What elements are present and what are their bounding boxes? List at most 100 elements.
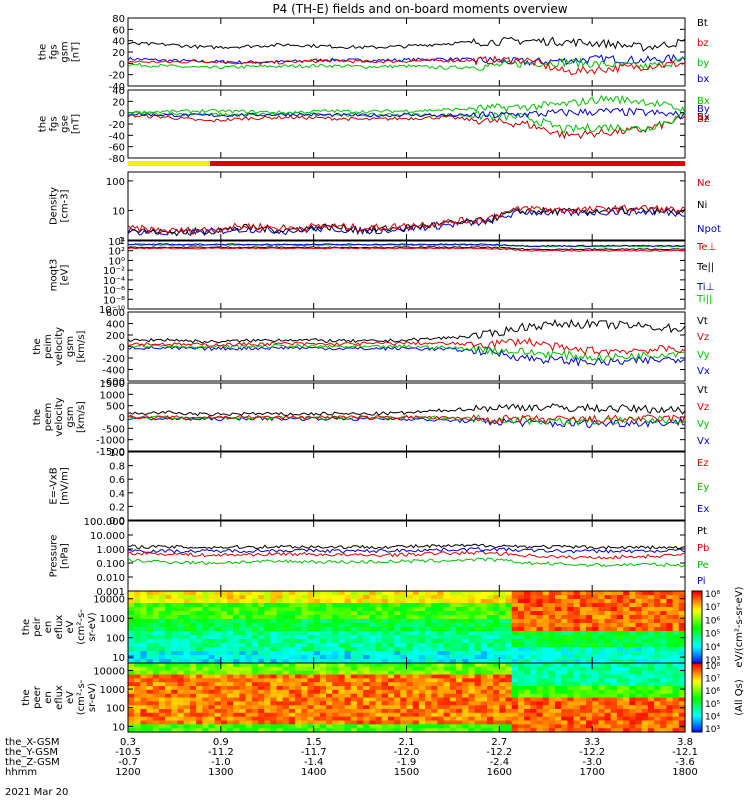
heatmap-cell [128,678,135,683]
heatmap-cell [462,647,469,652]
series-line-Pe [127,557,686,568]
heatmap-cell [344,678,352,683]
heatmap-cell [610,619,618,624]
heatmap-cell [474,666,482,672]
heatmap-cell [282,655,290,660]
heatmap-cell [406,639,414,644]
heatmap-cell [548,670,556,676]
heatmap-cell [350,674,358,679]
heatmap-cell [468,599,476,604]
heatmap-cell [406,635,414,640]
x-tick-label: 1700 [579,767,604,778]
heatmap-cell [140,697,148,702]
colorbar-step [692,709,702,712]
heatmap-cell [678,682,686,687]
y-axis-label: gsm [65,406,76,427]
heatmap-cell [530,635,538,640]
heatmap-cell [412,619,420,624]
heatmap-cell [678,643,686,648]
heatmap-cell [586,615,593,620]
heatmap-cell [202,728,210,733]
heatmap-cell [369,655,377,660]
heatmap-cell [487,639,494,644]
legend-label: Ex [697,504,709,515]
heatmap-cell [437,724,445,729]
heatmap-cell [165,599,172,604]
heatmap-cell [437,705,445,710]
heatmap-cell [233,595,240,600]
heatmap-cell [462,670,469,676]
heatmap-cell [555,693,562,699]
heatmap-cell [227,631,234,636]
heatmap-cell [332,599,339,604]
heatmap-cell [350,709,358,714]
heatmap-cell [387,697,395,702]
heatmap-cell [282,615,290,620]
heatmap-cell [276,689,284,695]
heatmap-cell [196,693,203,699]
heatmap-cell [307,670,315,676]
heatmap-cell [227,611,234,616]
heatmap-cell [270,611,278,616]
heatmap-cell [258,701,265,706]
heatmap-cell [288,693,296,699]
heatmap-cell [319,627,327,632]
heatmap-cell [493,619,500,624]
heatmap-cell [425,635,432,640]
heatmap-cell [548,611,556,616]
heatmap-cell [462,716,469,722]
heatmap-cell [171,697,179,702]
heatmap-cell [641,682,649,687]
heatmap-cell [443,705,451,710]
y-tick-label: 100.000 [84,517,125,528]
heatmap-cell [598,603,606,608]
heatmap-cell [592,647,599,652]
heatmap-cell [171,635,179,640]
heatmap-cell [660,591,667,596]
heatmap-cell [511,724,519,729]
heatmap-cell [381,635,389,640]
heatmap-cell [344,643,352,648]
heatmap-cell [623,670,630,676]
heatmap-cell [623,678,630,683]
colorbar-step [692,702,702,705]
x-axis-row-label: hhmm [5,767,37,778]
heatmap-cell [233,678,240,683]
heatmap-cell [573,693,581,699]
heatmap-cell [598,674,606,679]
heatmap-cell [350,603,358,608]
heatmap-cell [338,724,346,729]
heatmap-cell [604,627,612,632]
heatmap-cell [369,615,377,620]
heatmap-cell [462,635,469,640]
heatmap-cell [140,663,148,668]
heatmap-cell [208,595,216,600]
heatmap-cell [480,709,488,714]
heatmap-cell [443,647,451,652]
heatmap-cell [536,655,544,660]
heatmap-cell [567,647,575,652]
heatmap-cell [400,623,408,628]
heatmap-cell [208,639,216,644]
heatmap-cell [437,689,445,695]
y-tick-label: 500 [106,402,125,413]
heatmap-cell [561,693,568,699]
heatmap-cell [666,666,674,672]
y-tick-label: 0 [119,59,125,70]
heatmap-cell [629,716,637,722]
heatmap-cell [629,682,637,687]
heatmap-cell [548,693,556,699]
heatmap-cell [579,670,587,676]
heatmap-cell [406,611,414,616]
heatmap-cell [171,619,179,624]
heatmap-cell [177,670,185,676]
heatmap-cell [387,663,395,668]
heatmap-cell [146,709,154,714]
heatmap-cell [140,686,148,691]
heatmap-cell [264,693,271,699]
heatmap-cell [319,712,327,718]
heatmap-cell [387,635,395,640]
heatmap-cell [654,603,661,608]
y-tick-label: -500 [102,424,125,435]
heatmap-cell [517,647,525,652]
